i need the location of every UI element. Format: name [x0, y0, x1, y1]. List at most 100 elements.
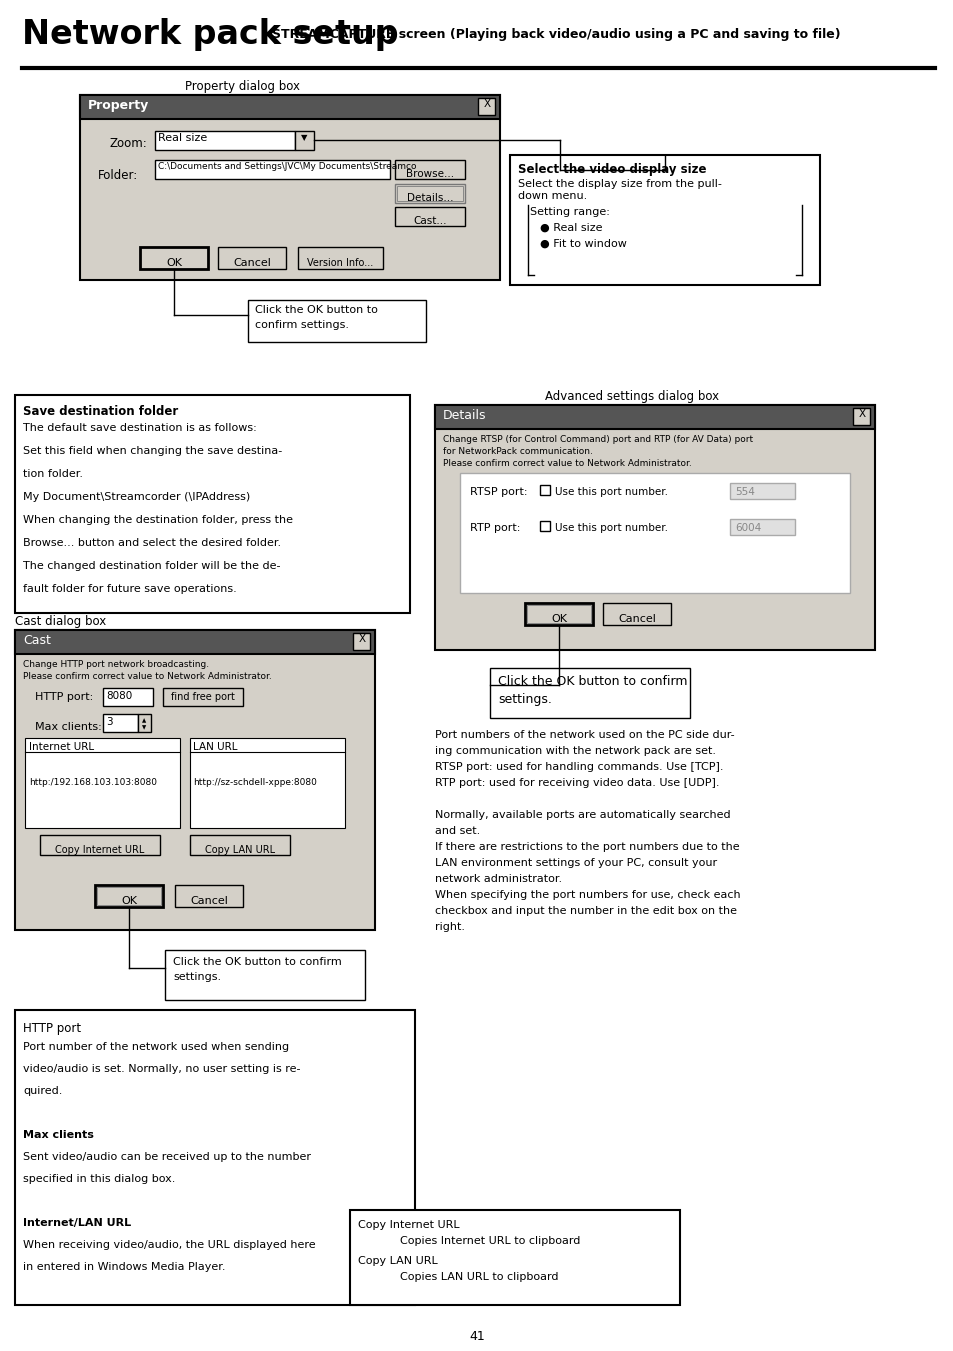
Bar: [15, 1011, 415, 1305]
Text: for NetworkPack communication.: for NetworkPack communication.: [442, 447, 592, 457]
Text: Copy LAN URL: Copy LAN URL: [357, 1256, 437, 1266]
Text: ▼: ▼: [300, 132, 307, 142]
Text: Use this port number.: Use this port number.: [555, 523, 667, 534]
Text: Port numbers of the network used on the PC side dur-: Port numbers of the network used on the …: [435, 730, 734, 740]
Text: Click the OK button to confirm: Click the OK button to confirm: [172, 957, 341, 967]
Text: find free port: find free port: [171, 692, 234, 703]
Text: video/audio is set. Normally, no user setting is re-: video/audio is set. Normally, no user se…: [23, 1065, 300, 1074]
Text: network administrator.: network administrator.: [435, 874, 561, 884]
Bar: [15, 630, 375, 929]
Text: http://sz-schdell-xppe:8080: http://sz-schdell-xppe:8080: [193, 778, 316, 788]
Text: X: X: [358, 634, 365, 644]
Bar: [80, 95, 499, 280]
Text: Property dialog box: Property dialog box: [185, 80, 299, 93]
Text: The changed destination folder will be the de-: The changed destination folder will be t…: [23, 561, 280, 571]
Text: Property: Property: [88, 99, 149, 112]
Bar: [138, 713, 151, 732]
Text: Zoom:: Zoom:: [110, 136, 148, 150]
Bar: [218, 247, 286, 269]
Bar: [510, 155, 820, 285]
Bar: [294, 131, 314, 150]
Text: 6004: 6004: [734, 523, 760, 534]
Text: 8080: 8080: [106, 690, 132, 701]
Bar: [190, 738, 345, 828]
Text: Select the video display size: Select the video display size: [517, 163, 706, 176]
Text: Click the OK button to confirm: Click the OK button to confirm: [497, 676, 687, 688]
Text: When specifying the port numbers for use, check each: When specifying the port numbers for use…: [435, 890, 740, 900]
Text: confirm settings.: confirm settings.: [254, 320, 349, 330]
Text: RTP port: used for receiving video data. Use [UDP].: RTP port: used for receiving video data.…: [435, 778, 719, 788]
Text: C:\Documents and Settings\JVC\My Documents\Streamco: C:\Documents and Settings\JVC\My Documen…: [158, 162, 416, 172]
Bar: [97, 888, 161, 905]
Bar: [435, 405, 874, 430]
Bar: [396, 186, 462, 201]
Text: ▼: ▼: [142, 725, 146, 730]
Bar: [459, 473, 849, 593]
Bar: [154, 159, 390, 178]
Bar: [350, 1210, 679, 1305]
Text: Internet/LAN URL: Internet/LAN URL: [23, 1219, 131, 1228]
Text: OK: OK: [551, 613, 566, 624]
Bar: [852, 408, 869, 426]
Bar: [95, 885, 163, 907]
Text: Max clients: Max clients: [23, 1129, 93, 1140]
Bar: [602, 603, 670, 626]
Text: Version Info...: Version Info...: [307, 258, 373, 267]
Text: Folder:: Folder:: [98, 169, 138, 182]
Text: Cast dialog box: Cast dialog box: [15, 615, 106, 628]
Text: in entered in Windows Media Player.: in entered in Windows Media Player.: [23, 1262, 225, 1273]
Text: settings.: settings.: [497, 693, 551, 707]
Text: Click the OK button to: Click the OK button to: [254, 305, 377, 315]
Bar: [103, 713, 138, 732]
Text: Browse...: Browse...: [406, 169, 454, 178]
Bar: [103, 688, 152, 707]
Text: When changing the destination folder, press the: When changing the destination folder, pr…: [23, 515, 293, 526]
Text: 3: 3: [106, 717, 112, 727]
Text: HTTP port:: HTTP port:: [35, 692, 93, 703]
Text: Cancel: Cancel: [233, 258, 271, 267]
Bar: [395, 184, 464, 203]
Bar: [477, 99, 495, 115]
Bar: [163, 688, 243, 707]
Text: Copy Internet URL: Copy Internet URL: [357, 1220, 459, 1229]
Text: 41: 41: [469, 1329, 484, 1343]
Bar: [154, 131, 294, 150]
Text: Cancel: Cancel: [618, 613, 656, 624]
Text: Max clients:: Max clients:: [35, 721, 102, 732]
Text: ing communication with the network pack are set.: ing communication with the network pack …: [435, 746, 716, 757]
Text: fault folder for future save operations.: fault folder for future save operations.: [23, 584, 236, 594]
Text: Real size: Real size: [158, 132, 207, 143]
Text: OK: OK: [166, 258, 182, 267]
Text: Details: Details: [442, 409, 486, 422]
Text: Save destination folder: Save destination folder: [23, 405, 178, 417]
Text: Copy Internet URL: Copy Internet URL: [55, 844, 145, 855]
Text: Please confirm correct value to Network Administrator.: Please confirm correct value to Network …: [23, 671, 272, 681]
Bar: [80, 95, 499, 119]
Bar: [395, 159, 464, 178]
Text: RTP port:: RTP port:: [470, 523, 519, 534]
Bar: [353, 634, 370, 650]
Text: Sent video/audio can be received up to the number: Sent video/audio can be received up to t…: [23, 1152, 311, 1162]
Text: Copy LAN URL: Copy LAN URL: [205, 844, 274, 855]
Text: Details...: Details...: [406, 193, 453, 203]
Text: Browse... button and select the desired folder.: Browse... button and select the desired …: [23, 538, 281, 549]
Text: Set this field when changing the save destina-: Set this field when changing the save de…: [23, 446, 282, 457]
Text: ● Fit to window: ● Fit to window: [539, 239, 626, 249]
Bar: [395, 207, 464, 226]
Text: LAN URL: LAN URL: [193, 742, 237, 753]
Text: Copies Internet URL to clipboard: Copies Internet URL to clipboard: [399, 1236, 579, 1246]
Text: quired.: quired.: [23, 1086, 62, 1096]
Bar: [140, 247, 208, 269]
Text: Use this port number.: Use this port number.: [555, 486, 667, 497]
Text: and set.: and set.: [435, 825, 479, 836]
Text: When receiving video/audio, the URL displayed here: When receiving video/audio, the URL disp…: [23, 1240, 315, 1250]
Text: RTSP port:: RTSP port:: [470, 486, 527, 497]
Text: Select the display size from the pull-: Select the display size from the pull-: [517, 178, 721, 189]
Bar: [25, 685, 365, 720]
Text: Setting range:: Setting range:: [530, 207, 609, 218]
Text: Advanced settings dialog box: Advanced settings dialog box: [544, 390, 719, 403]
Text: Network pack setup: Network pack setup: [22, 18, 398, 51]
Text: X: X: [858, 409, 864, 419]
Bar: [190, 835, 290, 855]
Text: HTTP port: HTTP port: [23, 1021, 81, 1035]
